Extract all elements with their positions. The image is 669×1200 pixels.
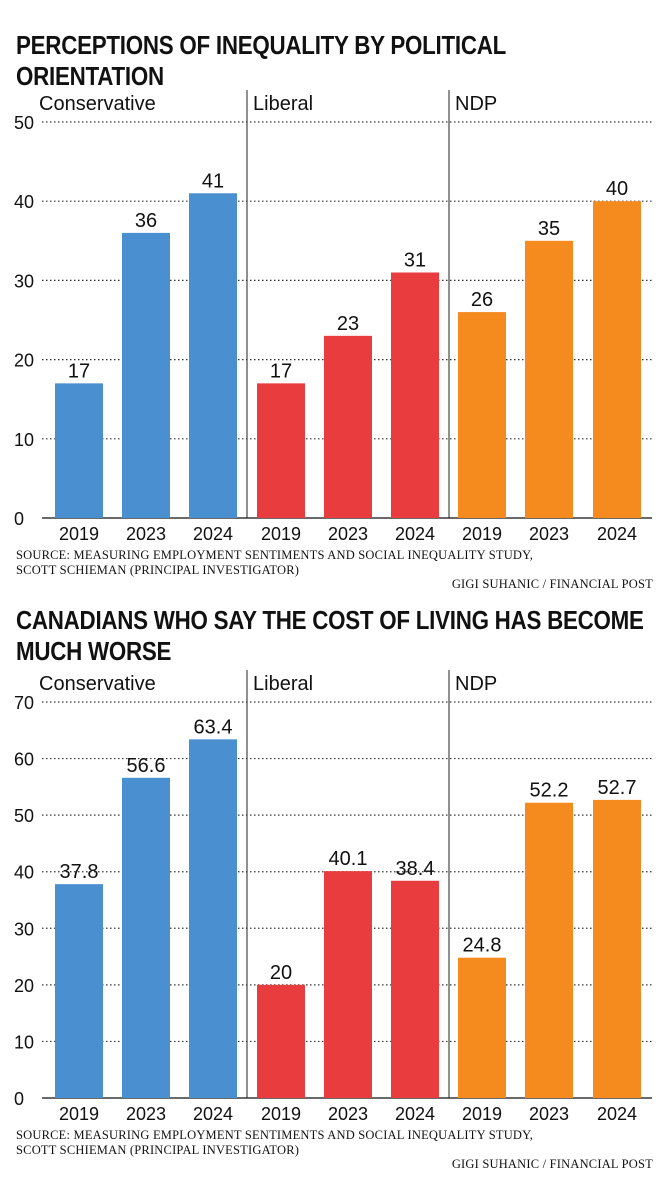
value-label: 35 [538,218,560,240]
chart-1-source: SOURCE: MEASURING EMPLOYMENT SENTIMENTS … [16,548,533,578]
y-tick-label: 60 [14,750,34,770]
y-tick-label: 10 [14,430,34,450]
y-tick-label: 70 [14,693,34,713]
bar-ndp-2023 [525,802,573,1098]
chart-1-source-line1: SOURCE: MEASURING EMPLOYMENT SENTIMENTS … [16,548,534,562]
value-label: 17 [270,360,292,382]
value-label: 56.6 [127,755,166,777]
chart-1-credit: GIGI SUHANIC / FINANCIAL POST [451,577,653,591]
y-tick-label: 20 [14,976,34,996]
value-label: 40 [606,178,628,200]
x-category-label: 2023 [126,524,166,544]
chart-2-source-line1: SOURCE: MEASURING EMPLOYMENT SENTIMENTS … [16,1128,534,1142]
y-tick-label: 0 [14,1089,24,1109]
group-label-conservative: Conservative [39,93,156,115]
x-category-label: 2023 [328,524,368,544]
chart-1-title: PERCEPTIONS OF INEQUALITY BY POLITICAL O… [16,30,669,92]
value-label: 23 [337,313,359,335]
x-category-label: 2023 [126,1104,166,1124]
value-label: 38.4 [396,858,435,880]
x-category-label: 2024 [597,1104,637,1124]
x-category-label: 2019 [462,524,502,544]
group-label-liberal: Liberal [253,93,313,115]
chart-1-source-line2: SCOTT SCHIEMAN (PRINCIPAL INVESTIGATOR) [16,563,300,577]
x-category-label: 2023 [529,524,569,544]
value-label: 36 [135,210,157,232]
bar-liberal-2024 [391,272,439,518]
bar-liberal-2023 [324,335,372,518]
chart-1-title-line2: ORIENTATION [16,61,164,91]
chart-2-source: SOURCE: MEASURING EMPLOYMENT SENTIMENTS … [16,1128,533,1158]
chart-2-credit: GIGI SUHANIC / FINANCIAL POST [451,1157,653,1171]
x-category-label: 2024 [597,524,637,544]
chart-1-title-line1: PERCEPTIONS OF INEQUALITY BY POLITICAL [16,30,507,60]
chart-2-title: CANADIANS WHO SAY THE COST OF LIVING HAS… [16,605,669,667]
bar-conservative-2019 [55,383,103,518]
y-tick-label: 40 [14,192,34,212]
x-category-label: 2024 [193,524,233,544]
x-category-label: 2019 [261,524,301,544]
bar-ndp-2024 [593,799,641,1098]
x-category-label: 2019 [59,524,99,544]
x-category-label: 2023 [529,1104,569,1124]
y-tick-label: 50 [14,806,34,826]
y-tick-label: 30 [14,919,34,939]
bar-ndp-2019 [458,957,506,1098]
x-category-label: 2024 [395,524,435,544]
x-category-label: 2024 [193,1104,233,1124]
value-label: 40.1 [329,848,368,870]
y-tick-label: 30 [14,271,34,291]
bar-ndp-2023 [525,240,573,519]
y-tick-label: 40 [14,863,34,883]
bar-liberal-2024 [391,880,439,1098]
bar-liberal-2019 [257,984,305,1098]
bar-liberal-2019 [257,383,305,518]
value-label: 31 [404,249,426,271]
x-category-label: 2019 [462,1104,502,1124]
value-label: 37.8 [60,861,99,883]
y-tick-label: 10 [14,1032,34,1052]
x-category-label: 2023 [328,1104,368,1124]
group-label-conservative: Conservative [39,673,156,695]
x-category-label: 2019 [261,1104,301,1124]
value-label: 17 [68,360,90,382]
chart-2-title-line2: MUCH WORSE [16,636,172,666]
group-label-ndp: NDP [455,673,497,695]
bar-conservative-2023 [122,232,170,518]
bar-conservative-2024 [189,739,237,1098]
chart-2-title-line1: CANADIANS WHO SAY THE COST OF LIVING HAS… [16,605,644,635]
bar-conservative-2019 [55,884,103,1098]
bar-ndp-2024 [593,201,641,518]
group-label-liberal: Liberal [253,673,313,695]
bar-ndp-2019 [458,312,506,518]
value-label: 52.2 [530,780,569,802]
value-label: 20 [270,962,292,984]
value-label: 41 [202,170,224,192]
value-label: 63.4 [194,716,233,738]
value-label: 26 [471,289,493,311]
x-category-label: 2024 [395,1104,435,1124]
value-label: 24.8 [463,935,502,957]
bar-liberal-2023 [324,871,372,1098]
y-tick-label: 20 [14,351,34,371]
bar-conservative-2023 [122,777,170,1098]
bar-conservative-2024 [189,193,237,518]
chart-2-source-line2: SCOTT SCHIEMAN (PRINCIPAL INVESTIGATOR) [16,1143,300,1157]
value-label: 52.7 [598,777,637,799]
x-category-label: 2019 [59,1104,99,1124]
y-tick-label: 0 [14,509,24,529]
group-label-ndp: NDP [455,93,497,115]
y-tick-label: 50 [14,113,34,133]
